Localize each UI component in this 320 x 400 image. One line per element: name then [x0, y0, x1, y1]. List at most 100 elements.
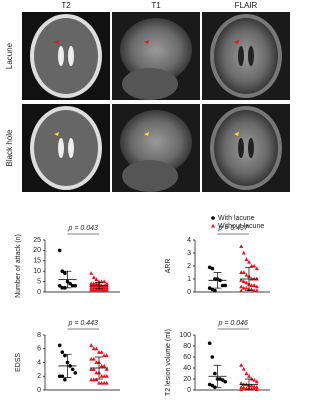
point: [252, 377, 257, 382]
arrow: [234, 132, 239, 136]
point: [97, 279, 101, 284]
ventricle: [238, 46, 244, 66]
point: [223, 379, 228, 384]
point: [94, 281, 99, 286]
column-header: FLAIR: [235, 1, 258, 10]
point: [239, 284, 244, 289]
point: [241, 285, 246, 290]
point: [104, 380, 109, 385]
point: [104, 281, 109, 286]
mri-grid: T2 T1 FLAIR Lacune Black hole: [5, 1, 290, 192]
ventricle: [58, 46, 64, 66]
row-label: Black hole: [5, 129, 14, 166]
ventricle: [58, 138, 64, 158]
mri-image: [202, 12, 290, 100]
point: [102, 363, 107, 368]
y-tick-label: 0: [37, 289, 41, 296]
point: [254, 266, 259, 271]
point: [91, 346, 96, 351]
mri-image: [202, 104, 290, 192]
y-tick-label: 8: [37, 332, 41, 339]
point: [220, 283, 225, 288]
point: [241, 279, 246, 284]
point: [94, 285, 99, 290]
point: [244, 257, 249, 261]
chart: 0 2 4 6 8 EDSS p = 0.443: [15, 320, 120, 394]
point: [244, 280, 249, 285]
mri-image: [112, 12, 200, 100]
face: [122, 68, 178, 100]
point: [239, 381, 244, 385]
point: [99, 363, 104, 368]
y-tick-label: 20: [183, 376, 191, 383]
column-header: T2: [61, 1, 71, 10]
point: [254, 387, 259, 391]
y-tick-label: 15: [33, 258, 41, 265]
y-tick-label: 3: [187, 250, 191, 257]
point: [57, 283, 62, 288]
point: [91, 281, 96, 286]
annotation: p = 0.437: [218, 225, 249, 232]
point: [104, 285, 109, 290]
point: [239, 387, 244, 391]
point: [97, 349, 101, 354]
legend-marker: [211, 223, 215, 228]
point: [254, 288, 259, 293]
point: [94, 370, 99, 375]
ventricle: [238, 138, 244, 158]
y-tick-label: 100: [179, 332, 191, 339]
point: [91, 356, 96, 361]
face: [122, 160, 178, 192]
point: [89, 356, 94, 361]
point: [102, 380, 107, 385]
annotation: p = 0.043: [68, 225, 98, 232]
point: [60, 269, 65, 274]
arrow: [144, 132, 149, 136]
point: [91, 285, 96, 290]
point: [102, 287, 107, 292]
point: [252, 283, 257, 287]
point: [210, 355, 215, 359]
legend-marker: [211, 216, 215, 220]
point: [241, 385, 246, 390]
ventricle: [68, 138, 74, 158]
y-tick-label: 25: [33, 237, 41, 244]
point: [97, 287, 101, 292]
point: [91, 377, 96, 382]
point: [244, 285, 249, 290]
y-tick-label: 20: [33, 247, 41, 254]
point: [70, 283, 75, 288]
chart: 0 20 40 60 80 100 T2 lesion volume (ml) p = 0.0…: [165, 320, 270, 396]
y-tick-label: 4: [187, 237, 191, 244]
point: [94, 360, 99, 364]
brain: [214, 110, 278, 186]
ventricle: [248, 138, 254, 158]
y-tick-label: 0: [37, 387, 41, 394]
brain: [120, 18, 192, 82]
point: [99, 279, 104, 284]
point: [60, 286, 65, 290]
point: [89, 367, 94, 371]
point: [94, 346, 99, 351]
point: [94, 277, 99, 282]
point: [57, 374, 62, 379]
y-tick-label: 1: [187, 276, 191, 283]
point: [57, 248, 62, 253]
point: [104, 287, 109, 292]
mri-image: [22, 12, 110, 100]
point: [252, 263, 257, 268]
point: [239, 244, 244, 248]
brain: [34, 18, 98, 94]
point: [91, 367, 96, 371]
point: [220, 378, 225, 382]
point: [239, 363, 244, 367]
ventricle: [68, 46, 74, 66]
point: [254, 379, 259, 384]
point: [97, 380, 101, 385]
y-tick-label: 4: [37, 359, 41, 366]
point: [102, 374, 107, 378]
point: [89, 343, 94, 347]
point: [247, 374, 251, 378]
point: [239, 270, 244, 274]
point: [94, 287, 99, 292]
